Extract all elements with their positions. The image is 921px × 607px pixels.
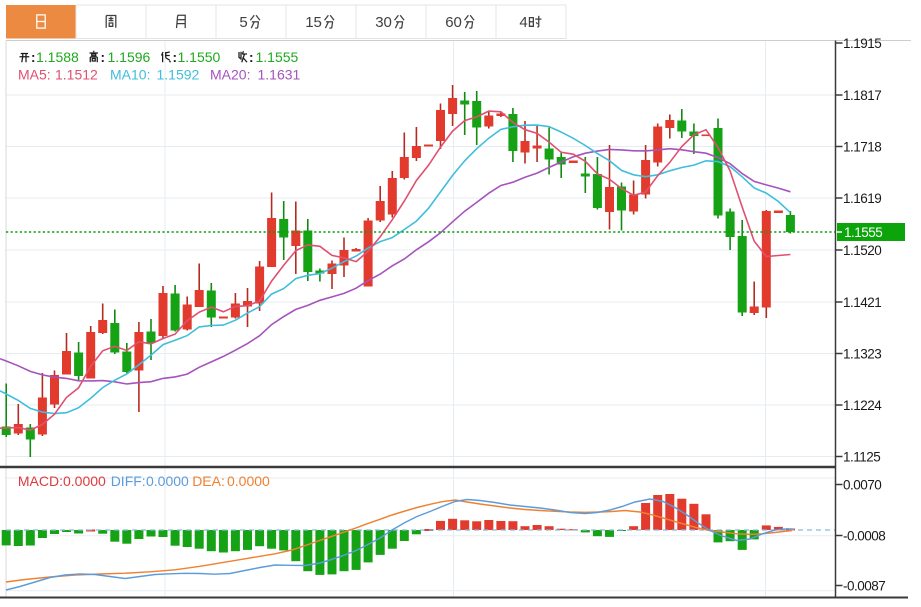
svg-text:MA20:: MA20:: [210, 67, 250, 83]
svg-text:1.1718: 1.1718: [843, 140, 881, 155]
svg-text:1.1555: 1.1555: [256, 49, 299, 65]
svg-text:1.1631: 1.1631: [258, 67, 301, 83]
svg-text:1.1224: 1.1224: [843, 398, 882, 413]
svg-text:MACD:: MACD:: [18, 473, 63, 489]
svg-text:1.1619: 1.1619: [843, 191, 881, 206]
svg-text:1.1125: 1.1125: [843, 450, 880, 465]
svg-text::: :: [173, 50, 178, 65]
svg-text:MA5:: MA5:: [18, 67, 51, 83]
svg-text:5: 5: [239, 14, 247, 31]
svg-text::: :: [101, 50, 106, 65]
svg-text:-0.0087: -0.0087: [843, 579, 885, 594]
svg-text:0.0000: 0.0000: [146, 473, 189, 489]
svg-text:1.1520: 1.1520: [843, 243, 881, 258]
svg-text:30: 30: [375, 14, 392, 31]
svg-text:MA10:: MA10:: [110, 67, 150, 83]
svg-text:DIFF:: DIFF:: [111, 473, 146, 489]
svg-text:0.0070: 0.0070: [843, 478, 881, 493]
svg-text:1.1555: 1.1555: [844, 225, 882, 240]
svg-text:4: 4: [519, 14, 527, 31]
svg-text:0.0000: 0.0000: [63, 473, 106, 489]
svg-text::: :: [31, 50, 36, 65]
svg-text:1.1592: 1.1592: [157, 67, 200, 83]
svg-text:1.1588: 1.1588: [36, 49, 79, 65]
svg-text:DEA:: DEA:: [192, 473, 225, 489]
svg-text:60: 60: [445, 14, 462, 31]
svg-text:1.1550: 1.1550: [178, 49, 221, 65]
svg-text:1.1421: 1.1421: [843, 295, 881, 310]
svg-text:1.1596: 1.1596: [108, 49, 151, 65]
svg-text:1.1323: 1.1323: [843, 347, 881, 362]
svg-text::: :: [249, 50, 254, 65]
svg-text:0.0000: 0.0000: [227, 473, 270, 489]
svg-text:15: 15: [305, 14, 322, 31]
svg-text:-0.0008: -0.0008: [843, 529, 885, 544]
svg-text:1.1915: 1.1915: [843, 36, 881, 51]
svg-text:1.1512: 1.1512: [55, 67, 98, 83]
svg-text:1.1817: 1.1817: [843, 88, 881, 103]
